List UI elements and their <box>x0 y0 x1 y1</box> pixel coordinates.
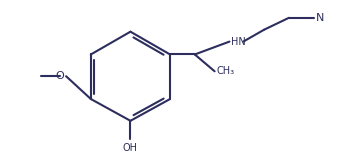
Text: O: O <box>55 71 64 81</box>
Text: CH₃: CH₃ <box>217 66 235 76</box>
Text: N: N <box>316 13 324 23</box>
Text: OH: OH <box>123 143 138 153</box>
Text: HN: HN <box>231 37 246 47</box>
